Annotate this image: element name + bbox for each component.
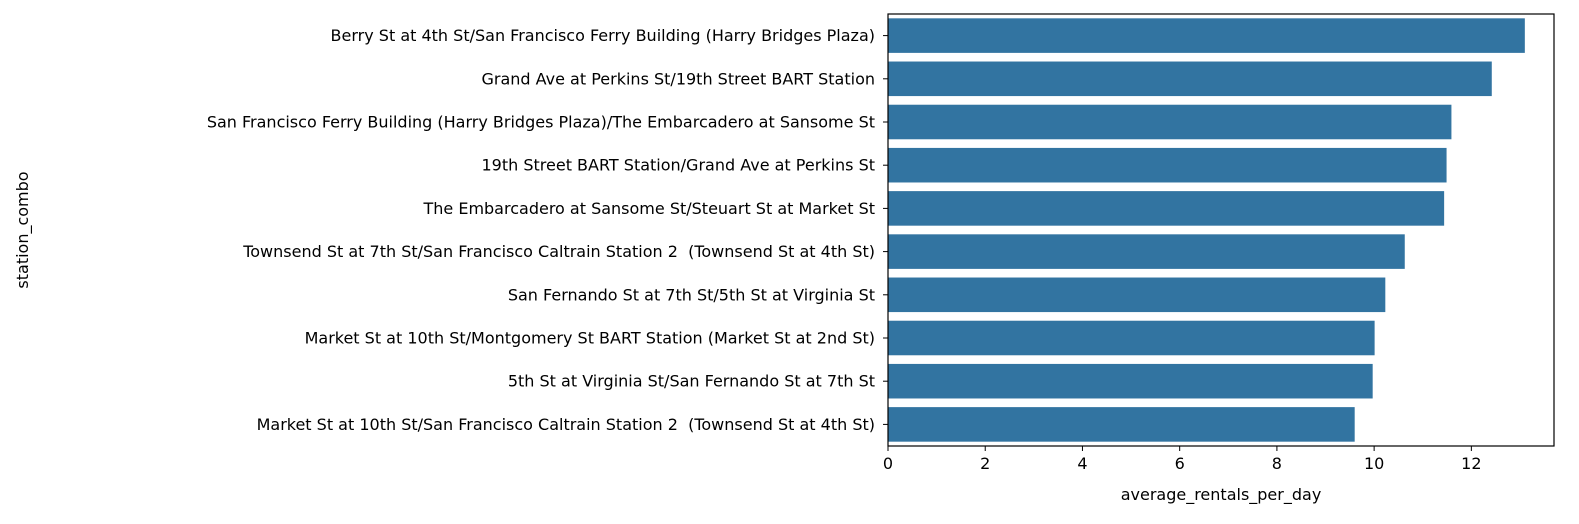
- x-tick-label: 2: [980, 454, 990, 473]
- y-axis-title: station_combo: [13, 171, 33, 288]
- x-axis-ticks: 0 2 4 6 8 10 12: [883, 446, 1482, 473]
- x-axis-title: average_rentals_per_day: [1121, 485, 1322, 505]
- y-tick-label: Market St at 10th St/San Francisco Caltr…: [257, 415, 875, 434]
- x-tick-label: 0: [883, 454, 893, 473]
- bar: [888, 277, 1386, 313]
- x-tick-label: 6: [1175, 454, 1185, 473]
- bar: [888, 234, 1405, 269]
- y-tick-label: San Francisco Ferry Building (Harry Brid…: [207, 113, 875, 132]
- y-tick-label: Berry St at 4th St/San Francisco Ferry B…: [331, 26, 875, 45]
- bar: [888, 320, 1375, 356]
- y-tick-label: San Fernando St at 7th St/5th St at Virg…: [508, 285, 875, 304]
- x-tick-label: 4: [1077, 454, 1087, 473]
- bar: [888, 363, 1373, 399]
- bars-layer: [888, 18, 1525, 442]
- bar: [888, 104, 1452, 140]
- plot-frame: [887, 13, 1555, 447]
- x-tick-label: 12: [1461, 454, 1481, 473]
- y-tick-label: The Embarcadero at Sansome St/Steuart St…: [422, 199, 875, 218]
- y-tick-label: Grand Ave at Perkins St/19th Street BART…: [481, 69, 875, 88]
- y-tick-label: Townsend St at 7th St/San Francisco Calt…: [242, 242, 875, 261]
- y-tick-label: 5th St at Virginia St/San Fernando St at…: [508, 372, 875, 391]
- x-tick-label: 10: [1364, 454, 1384, 473]
- y-axis-ticks: Berry St at 4th St/San Francisco Ferry B…: [207, 26, 888, 434]
- bar: [888, 191, 1445, 226]
- bar: [888, 61, 1492, 97]
- y-tick-label: 19th Street BART Station/Grand Ave at Pe…: [481, 156, 875, 175]
- bar: [888, 18, 1525, 53]
- bar: [888, 407, 1355, 442]
- x-tick-label: 8: [1272, 454, 1282, 473]
- y-tick-label: Market St at 10th St/Montgomery St BART …: [305, 329, 875, 348]
- bar: [888, 147, 1447, 183]
